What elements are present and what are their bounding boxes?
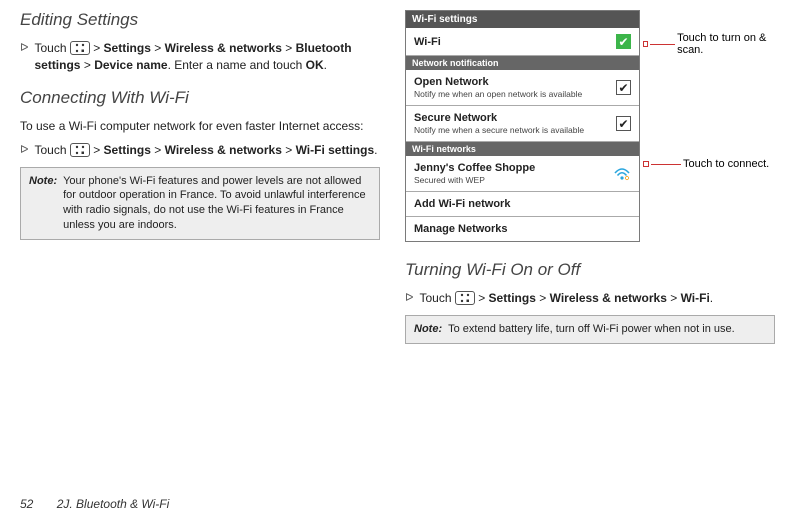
callout-line [650, 44, 675, 45]
callout-connect: Touch to connect. [643, 158, 769, 170]
callout-line [651, 164, 681, 165]
note-text: Your phone's Wi-Fi features and power le… [63, 174, 371, 233]
secure-network-sub: Notify me when a secure network is avail… [414, 125, 616, 135]
separator: > [93, 143, 100, 157]
section-wifi-networks: Wi-Fi networks [406, 142, 639, 156]
callout-marker [643, 41, 648, 47]
instruction-1: ᐅ Touch > Settings > Wireless & networks… [20, 40, 380, 74]
add-wifi-row[interactable]: Add Wi-Fi network [406, 192, 639, 217]
open-network-checkbox-icon[interactable]: ✔ [616, 80, 631, 95]
wifi-signal-icon [613, 167, 631, 181]
path-wireless: Wireless & networks [165, 41, 282, 55]
path-settings: Settings [489, 291, 536, 305]
secure-network-checkbox-icon[interactable]: ✔ [616, 116, 631, 131]
manage-networks-label: Manage Networks [414, 223, 631, 235]
text: Touch [34, 143, 66, 157]
phone-screenshot: Wi-Fi settings Wi-Fi ✔ Network notificat… [405, 10, 640, 242]
path-wireless: Wireless & networks [550, 291, 667, 305]
open-network-sub: Notify me when an open network is availa… [414, 89, 616, 99]
path-device-name: Device name [94, 58, 167, 72]
open-network-label: Open Network [414, 76, 616, 88]
separator: > [154, 143, 161, 157]
callout-turn-on: Touch to turn on & scan. [643, 32, 775, 56]
phone-titlebar: Wi-Fi settings [406, 11, 639, 28]
instruction-3: ᐅ Touch > Settings > Wireless & networks… [405, 290, 775, 307]
separator: > [478, 291, 485, 305]
text: . Enter a name and touch [168, 58, 306, 72]
apps-icon [455, 291, 475, 305]
instruction-2: ᐅ Touch > Settings > Wireless & networks… [20, 142, 380, 159]
path-wireless: Wireless & networks [165, 143, 282, 157]
callout-text: Touch to turn on & scan. [677, 32, 775, 56]
separator: > [285, 41, 292, 55]
note-text: To extend battery life, turn off Wi-Fi p… [448, 322, 766, 337]
text: Touch [34, 41, 66, 55]
network-name: Jenny's Coffee Shoppe [414, 162, 613, 174]
intro-paragraph: To use a Wi-Fi computer network for even… [20, 118, 380, 134]
note-label: Note: [414, 322, 442, 337]
network-row-jennys[interactable]: Jenny's Coffee Shoppe Secured with WEP [406, 156, 639, 192]
secure-network-row[interactable]: Secure Network Notify me when a secure n… [406, 106, 639, 142]
wifi-label: Wi-Fi [414, 36, 616, 48]
note-box-battery: Note: To extend battery life, turn off W… [405, 315, 775, 344]
open-network-row[interactable]: Open Network Notify me when an open netw… [406, 70, 639, 106]
apps-icon [70, 143, 90, 157]
manage-networks-row[interactable]: Manage Networks [406, 217, 639, 241]
bullet-arrow: ᐅ [20, 40, 28, 74]
heading-connecting-wifi: Connecting With Wi-Fi [20, 88, 380, 108]
path-wifi-settings: Wi-Fi settings [296, 143, 375, 157]
chapter-title: 2J. Bluetooth & Wi-Fi [57, 497, 170, 511]
bullet-arrow: ᐅ [20, 142, 28, 159]
page-footer: 52 2J. Bluetooth & Wi-Fi [20, 497, 169, 511]
wifi-checkbox-icon[interactable]: ✔ [616, 34, 631, 49]
path-settings: Settings [104, 41, 151, 55]
heading-editing-settings: Editing Settings [20, 10, 380, 30]
note-label: Note: [29, 174, 57, 233]
separator: > [93, 41, 100, 55]
callout-text: Touch to connect. [683, 158, 769, 170]
callout-marker [643, 161, 649, 167]
secure-network-label: Secure Network [414, 112, 616, 124]
heading-turning-wifi: Turning Wi-Fi On or Off [405, 260, 775, 280]
note-box-france: Note: Your phone's Wi-Fi features and po… [20, 167, 380, 240]
separator: > [84, 58, 91, 72]
text: Touch [419, 291, 451, 305]
separator: > [539, 291, 546, 305]
bullet-arrow: ᐅ [405, 290, 413, 307]
wifi-toggle-row[interactable]: Wi-Fi ✔ [406, 28, 639, 56]
section-network-notification: Network notification [406, 56, 639, 70]
ok-label: OK [306, 58, 324, 72]
network-security: Secured with WEP [414, 175, 613, 185]
path-wifi: Wi-Fi [681, 291, 710, 305]
page-number: 52 [20, 497, 33, 511]
add-wifi-label: Add Wi-Fi network [414, 198, 631, 210]
separator: > [154, 41, 161, 55]
separator: > [285, 143, 292, 157]
path-settings: Settings [104, 143, 151, 157]
separator: > [670, 291, 677, 305]
apps-icon [70, 41, 90, 55]
